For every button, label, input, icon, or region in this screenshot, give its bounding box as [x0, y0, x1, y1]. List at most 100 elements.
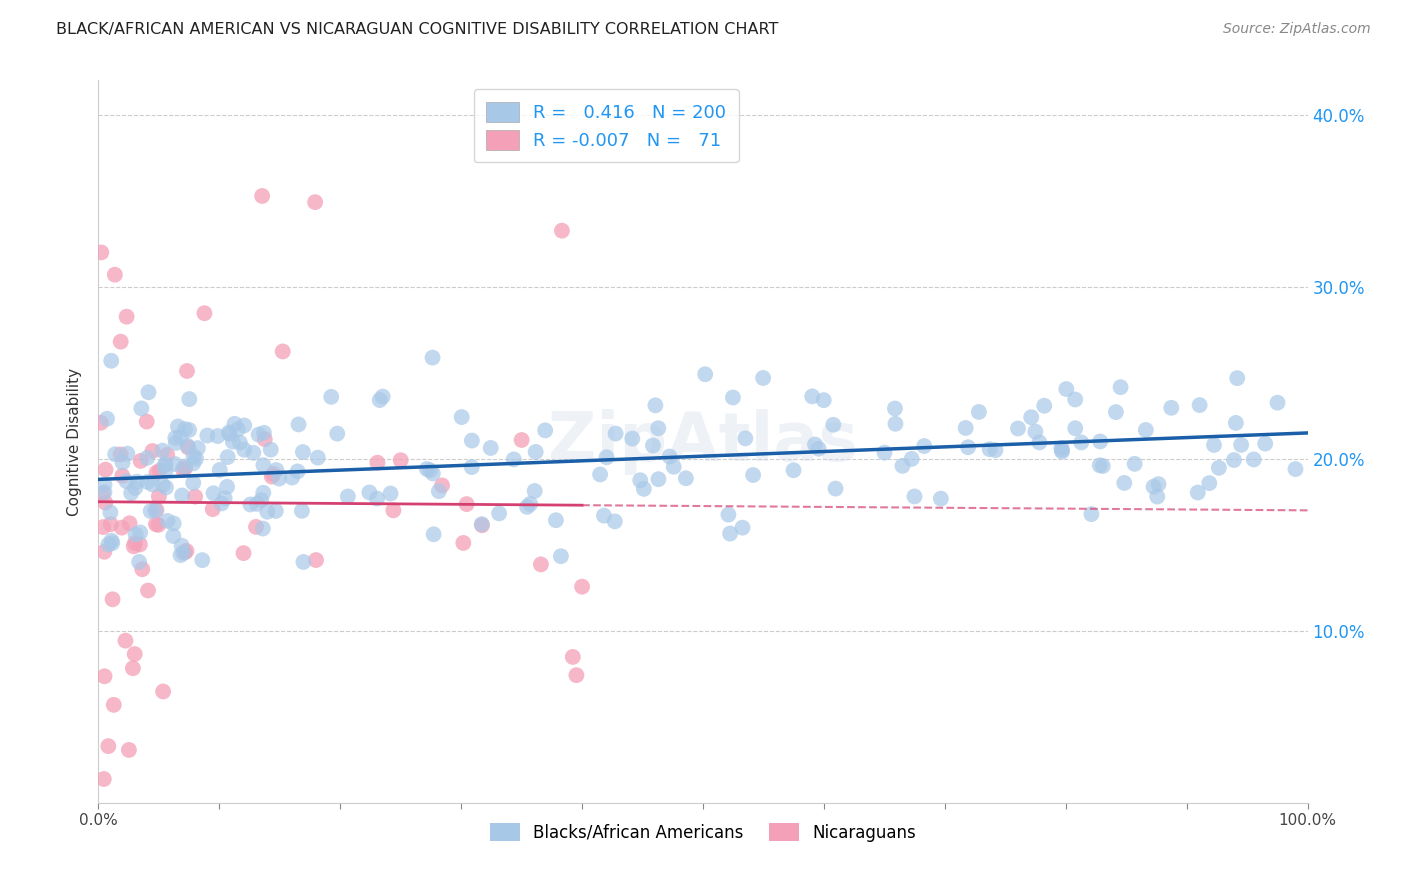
- Point: [658, 450, 681, 464]
- Point: [136, 583, 159, 598]
- Point: [1050, 441, 1073, 455]
- Point: [217, 450, 239, 464]
- Y-axis label: Cognitive Disability: Cognitive Disability: [67, 368, 83, 516]
- Point: [461, 460, 484, 475]
- Point: [91, 520, 114, 534]
- Point: [291, 504, 314, 518]
- Point: [1064, 421, 1087, 435]
- Point: [217, 480, 239, 494]
- Point: [262, 467, 284, 482]
- Point: [202, 486, 225, 500]
- Point: [1054, 382, 1077, 396]
- Point: [111, 468, 134, 483]
- Point: [900, 451, 922, 466]
- Point: [250, 189, 273, 203]
- Point: [148, 490, 170, 504]
- Point: [115, 310, 138, 324]
- Point: [929, 491, 952, 506]
- Point: [122, 661, 145, 675]
- Point: [239, 498, 262, 512]
- Point: [752, 371, 775, 385]
- Point: [873, 445, 896, 459]
- Point: [149, 464, 172, 478]
- Point: [453, 536, 475, 550]
- Point: [218, 426, 240, 441]
- Point: [1223, 453, 1246, 467]
- Point: [368, 392, 391, 407]
- Point: [172, 488, 194, 502]
- Point: [118, 743, 141, 757]
- Point: [145, 466, 167, 480]
- Point: [100, 533, 122, 548]
- Point: [422, 467, 444, 481]
- Point: [250, 493, 273, 508]
- Point: [139, 504, 162, 518]
- Point: [782, 463, 804, 477]
- Point: [823, 417, 845, 432]
- Text: ZipAtlas: ZipAtlas: [548, 409, 858, 475]
- Point: [662, 459, 685, 474]
- Point: [891, 458, 914, 473]
- Point: [100, 506, 122, 520]
- Point: [628, 473, 651, 487]
- Point: [1123, 457, 1146, 471]
- Point: [571, 580, 593, 594]
- Point: [153, 458, 176, 473]
- Point: [721, 391, 744, 405]
- Point: [804, 437, 827, 451]
- Point: [111, 520, 134, 534]
- Point: [967, 405, 990, 419]
- Point: [101, 592, 124, 607]
- Point: [416, 462, 439, 476]
- Point: [165, 436, 187, 450]
- Point: [162, 529, 184, 543]
- Point: [104, 447, 127, 461]
- Point: [97, 538, 120, 552]
- Point: [502, 452, 524, 467]
- Point: [550, 549, 572, 564]
- Point: [184, 490, 207, 504]
- Point: [111, 456, 134, 470]
- Point: [252, 458, 274, 472]
- Point: [247, 427, 270, 442]
- Point: [1024, 425, 1046, 439]
- Point: [90, 245, 112, 260]
- Point: [1019, 410, 1042, 425]
- Point: [1188, 398, 1211, 412]
- Point: [305, 553, 328, 567]
- Point: [419, 463, 441, 477]
- Point: [110, 334, 132, 349]
- Point: [94, 495, 117, 509]
- Point: [145, 503, 167, 517]
- Point: [304, 195, 326, 210]
- Point: [1254, 436, 1277, 450]
- Point: [603, 515, 626, 529]
- Point: [430, 478, 453, 492]
- Point: [1070, 435, 1092, 450]
- Point: [519, 497, 541, 511]
- Point: [242, 446, 264, 460]
- Point: [1187, 485, 1209, 500]
- Point: [229, 435, 252, 450]
- Point: [201, 502, 224, 516]
- Point: [621, 432, 644, 446]
- Point: [824, 482, 846, 496]
- Point: [124, 536, 146, 550]
- Point: [163, 516, 186, 531]
- Point: [93, 772, 115, 786]
- Point: [389, 453, 412, 467]
- Point: [1088, 458, 1111, 473]
- Point: [252, 522, 274, 536]
- Text: Source: ZipAtlas.com: Source: ZipAtlas.com: [1223, 22, 1371, 37]
- Point: [117, 447, 139, 461]
- Point: [177, 441, 200, 455]
- Point: [589, 467, 612, 482]
- Point: [104, 268, 127, 282]
- Text: BLACK/AFRICAN AMERICAN VS NICARAGUAN COGNITIVE DISABILITY CORRELATION CHART: BLACK/AFRICAN AMERICAN VS NICARAGUAN COG…: [56, 22, 779, 37]
- Point: [96, 411, 118, 425]
- Point: [271, 344, 294, 359]
- Point: [172, 462, 194, 476]
- Point: [955, 421, 977, 435]
- Point: [1202, 438, 1225, 452]
- Point: [124, 481, 146, 495]
